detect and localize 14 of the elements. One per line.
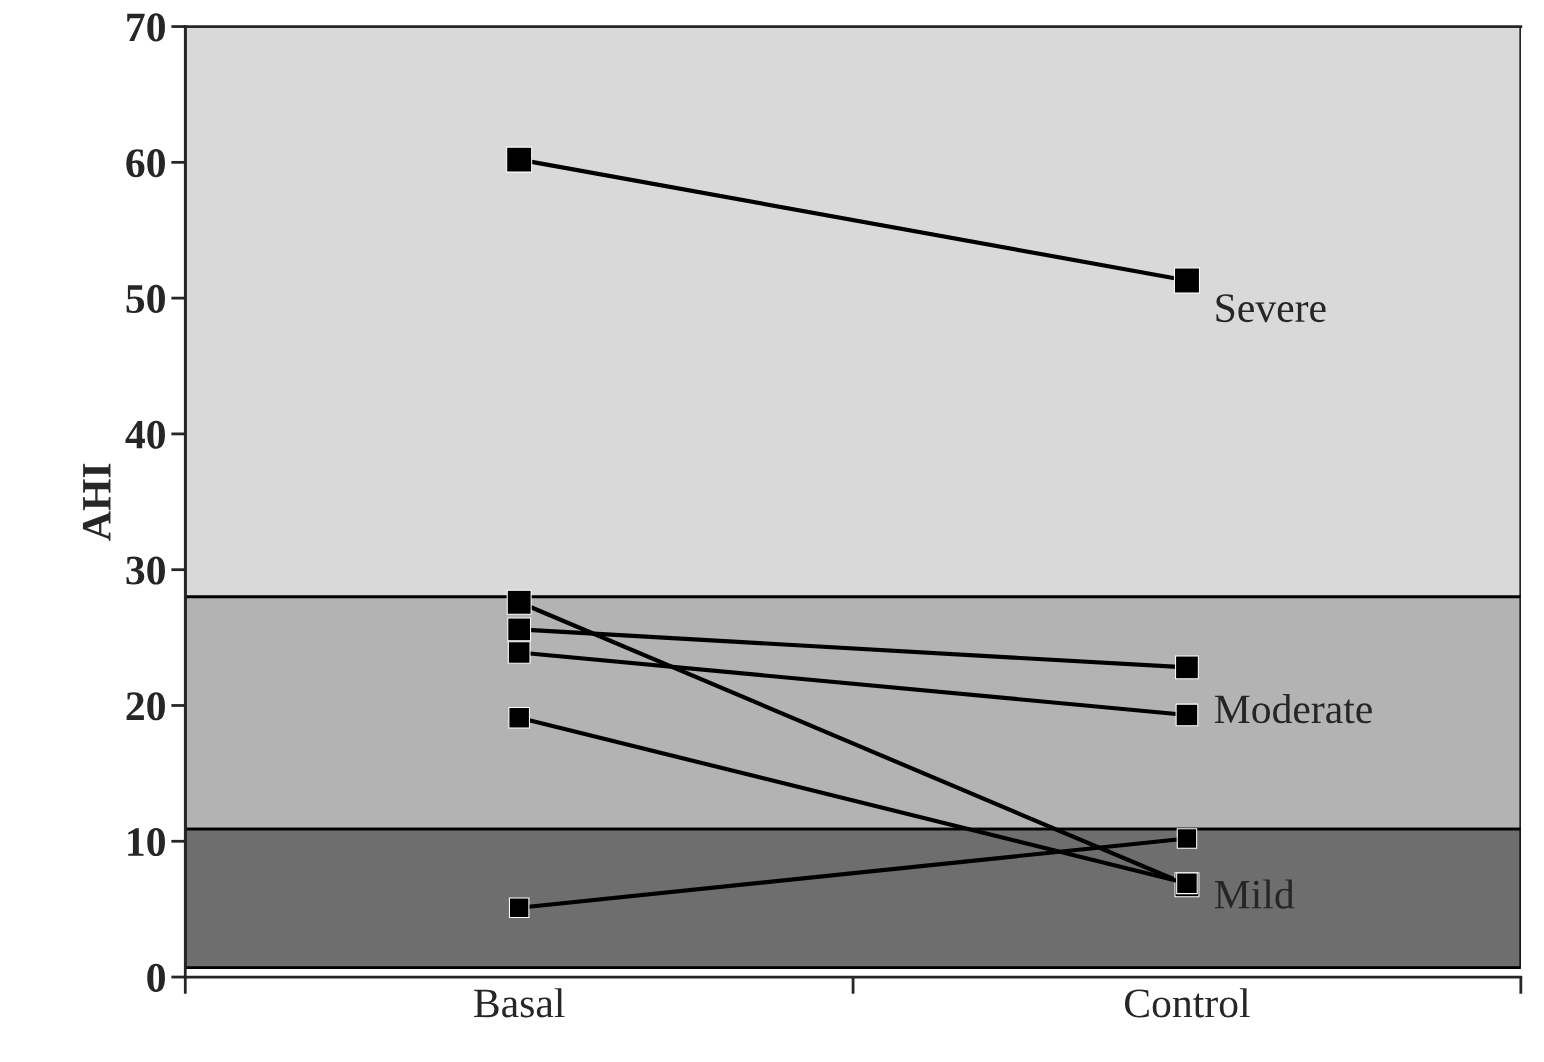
y-tick-label: 20 bbox=[126, 692, 165, 721]
y-tick-label: 10 bbox=[128, 828, 165, 857]
band-label: Severe bbox=[1216, 294, 1326, 323]
y-tick-label: 40 bbox=[125, 420, 165, 449]
y-axis-title: AHI bbox=[82, 463, 111, 541]
y-tick-label: 60 bbox=[126, 149, 165, 178]
x-tick-label: Basal bbox=[474, 988, 565, 1018]
y-tick-label: 0 bbox=[147, 963, 165, 992]
y-tick-label: 50 bbox=[126, 284, 165, 313]
band-label: Moderate bbox=[1214, 694, 1372, 724]
band-label: Mild bbox=[1214, 879, 1295, 909]
y-tick-label: 30 bbox=[126, 556, 165, 585]
x-tick-label: Control bbox=[1125, 988, 1250, 1018]
y-tick-label: 70 bbox=[127, 13, 165, 42]
